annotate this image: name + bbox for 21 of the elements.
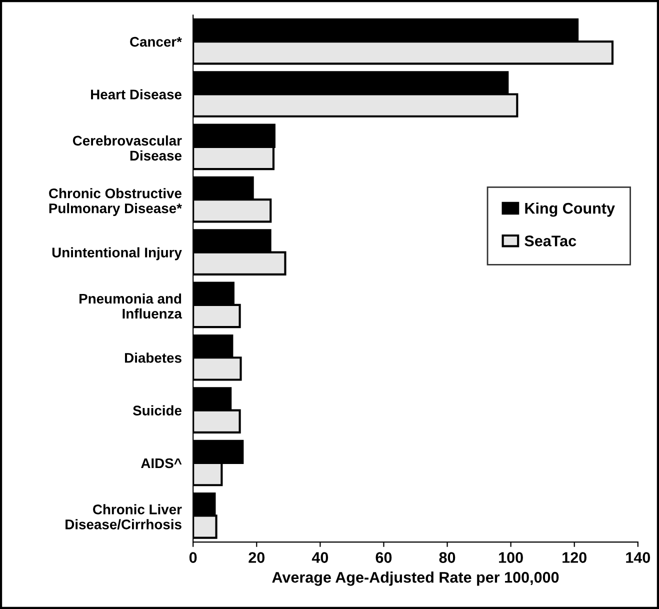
y-tick-label: Cerebrovascular Disease <box>72 135 182 161</box>
y-tick-label: Unintentional Injury <box>52 247 182 260</box>
y-tick-label: Diabetes <box>125 352 182 363</box>
x-tick-label: 0 <box>189 552 197 563</box>
x-tick-label: 20 <box>248 552 265 563</box>
x-tick-label: 80 <box>439 552 456 563</box>
y-tick-label: Chronic Obstructive Pulmonary Disease* <box>49 188 182 216</box>
y-tick-label: Pneumonia and Influenza <box>80 293 182 319</box>
legend-label: King County <box>525 202 615 217</box>
y-tick-label: Suicide <box>132 405 182 416</box>
x-axis-title: Average Age-Adjusted Rate per 100,000 <box>272 572 559 586</box>
y-tick-label: Cancer* <box>130 36 182 47</box>
y-tick-label: Chronic Liver Disease/Cirrhosis <box>66 504 182 530</box>
x-tick-label: 100 <box>499 552 523 563</box>
legend-label: SeaTac <box>524 236 576 246</box>
x-tick-label: 120 <box>562 552 586 563</box>
x-tick-label: 40 <box>312 552 328 563</box>
y-tick-label: AIDS^ <box>141 458 182 468</box>
x-tick-label: 60 <box>376 552 392 563</box>
y-tick-label: Heart Disease <box>91 89 182 100</box>
x-tick-label: 140 <box>626 552 650 563</box>
